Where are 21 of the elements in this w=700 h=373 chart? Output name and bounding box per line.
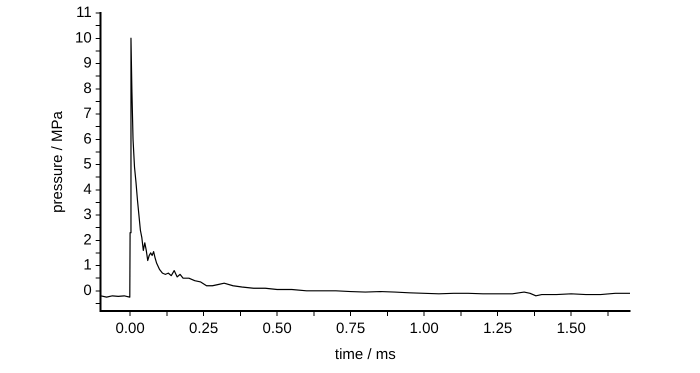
y-tick-label: 7 xyxy=(83,105,92,122)
x-axis-title: time / ms xyxy=(334,346,396,364)
x-tick-label: 1.25 xyxy=(483,320,512,338)
x-tick-label: 1.00 xyxy=(410,320,439,338)
y-tick-label: 10 xyxy=(74,29,92,46)
y-tick-label: 4 xyxy=(83,180,92,198)
y-tick-label: 0 xyxy=(83,282,92,299)
x-tick-label: 0.50 xyxy=(262,320,292,338)
y-tick-label: 5 xyxy=(83,156,92,173)
x-tick-label: 1.50 xyxy=(556,320,586,338)
y-tick-label: 2 xyxy=(83,231,92,248)
y-tick-label: 3 xyxy=(83,206,92,224)
y-tick-label: 11 xyxy=(76,4,92,22)
x-tick-label: 0.25 xyxy=(189,320,218,338)
y-tick-label: 6 xyxy=(83,130,92,148)
y-axis-title: pressure / MPa xyxy=(49,110,66,213)
x-tick-label: 0.75 xyxy=(336,320,366,338)
y-tick-label: 8 xyxy=(83,80,92,97)
y-tick-label: 1 xyxy=(83,256,92,274)
y-tick-label: 9 xyxy=(83,54,92,72)
x-tick-label: 0.00 xyxy=(115,320,145,338)
